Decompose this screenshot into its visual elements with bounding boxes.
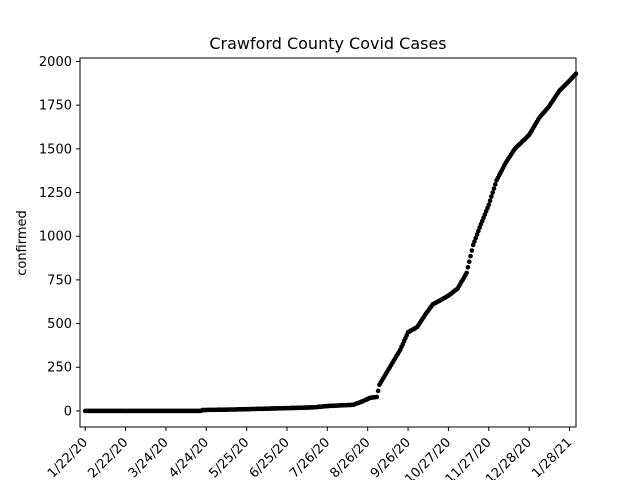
data-point [473,235,479,241]
y-tick-label: 1500 [39,142,72,157]
x-tick-label: 7/26/20 [287,435,333,480]
data-point [464,270,469,276]
x-tick-label: 12/28/20 [483,435,535,480]
data-point [472,239,477,244]
x-tick-label: 6/25/20 [247,435,293,480]
data-point [491,186,497,191]
x-tick-label: 8/26/20 [327,435,373,480]
plot-frame [79,57,577,428]
y-tick-label: 250 [47,361,72,376]
data-point [490,190,495,195]
data-point [489,194,494,199]
x-tick-label: 5/25/20 [206,435,252,480]
y-tick-label: 1000 [39,230,72,245]
x-tick-label: 1/22/20 [45,435,91,480]
data-point [374,394,380,400]
data-point [487,198,493,204]
y-tick-label: 750 [47,273,72,288]
data-point [476,228,481,234]
y-axis-label: confirmed [15,210,30,276]
x-tick-label: 1/28/21 [529,435,575,480]
data-point [469,248,475,253]
data-points [82,71,579,414]
y-tick-label: 1750 [39,99,72,114]
data-point [486,202,492,208]
chart-title: Crawford County Covid Cases [209,34,446,53]
data-point [465,265,471,270]
y-tick-label: 2000 [39,55,72,70]
y-tick-label: 1250 [39,186,72,201]
data-point [474,232,480,237]
x-tick-label: 4/24/20 [166,435,212,480]
y-tick-label: 500 [47,317,72,332]
x-tick-label: 2/22/20 [85,435,131,480]
x-axis-ticks: 1/22/202/22/203/24/204/24/205/25/206/25/… [45,427,575,480]
data-point [492,182,498,187]
y-axis-ticks: 0 250 500 750 1000 1250 1500 1750 2000 [39,55,80,419]
data-point [466,259,472,265]
data-point [375,388,381,394]
data-point [468,253,473,259]
x-tick-label: 3/24/20 [126,435,172,480]
data-point [470,242,476,248]
y-tick-label: 0 [64,404,72,419]
